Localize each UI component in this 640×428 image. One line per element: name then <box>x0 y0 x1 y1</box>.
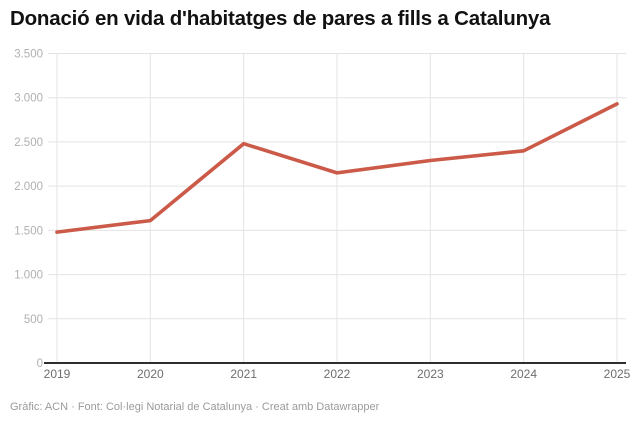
y-tick-label: 3.500 <box>14 49 43 61</box>
chart-attribution: Gràfic: ACN · Font: Col·legi Notarial de… <box>10 401 380 413</box>
y-tick-label: 2.500 <box>14 137 43 149</box>
x-tick-label: 2021 <box>230 367 257 381</box>
x-tick-label: 2023 <box>417 367 444 381</box>
y-tick-label: 0 <box>37 358 43 370</box>
y-tick-label: 1.000 <box>14 270 43 282</box>
y-tick-label: 2.000 <box>14 181 43 193</box>
x-tick-label: 2022 <box>324 367 351 381</box>
x-tick-label: 2024 <box>510 367 537 381</box>
data-line-series <box>55 102 619 234</box>
y-tick-label: 3.000 <box>14 93 43 105</box>
x-tick-label: 2019 <box>44 367 71 381</box>
chart-title: Donació en vida d'habitatges de pares a … <box>10 7 551 30</box>
x-tick-label: 2020 <box>137 367 164 381</box>
y-tick-label: 1.500 <box>14 225 43 237</box>
x-tick-label: 2025 <box>604 367 631 381</box>
y-tick-label: 500 <box>24 314 43 326</box>
